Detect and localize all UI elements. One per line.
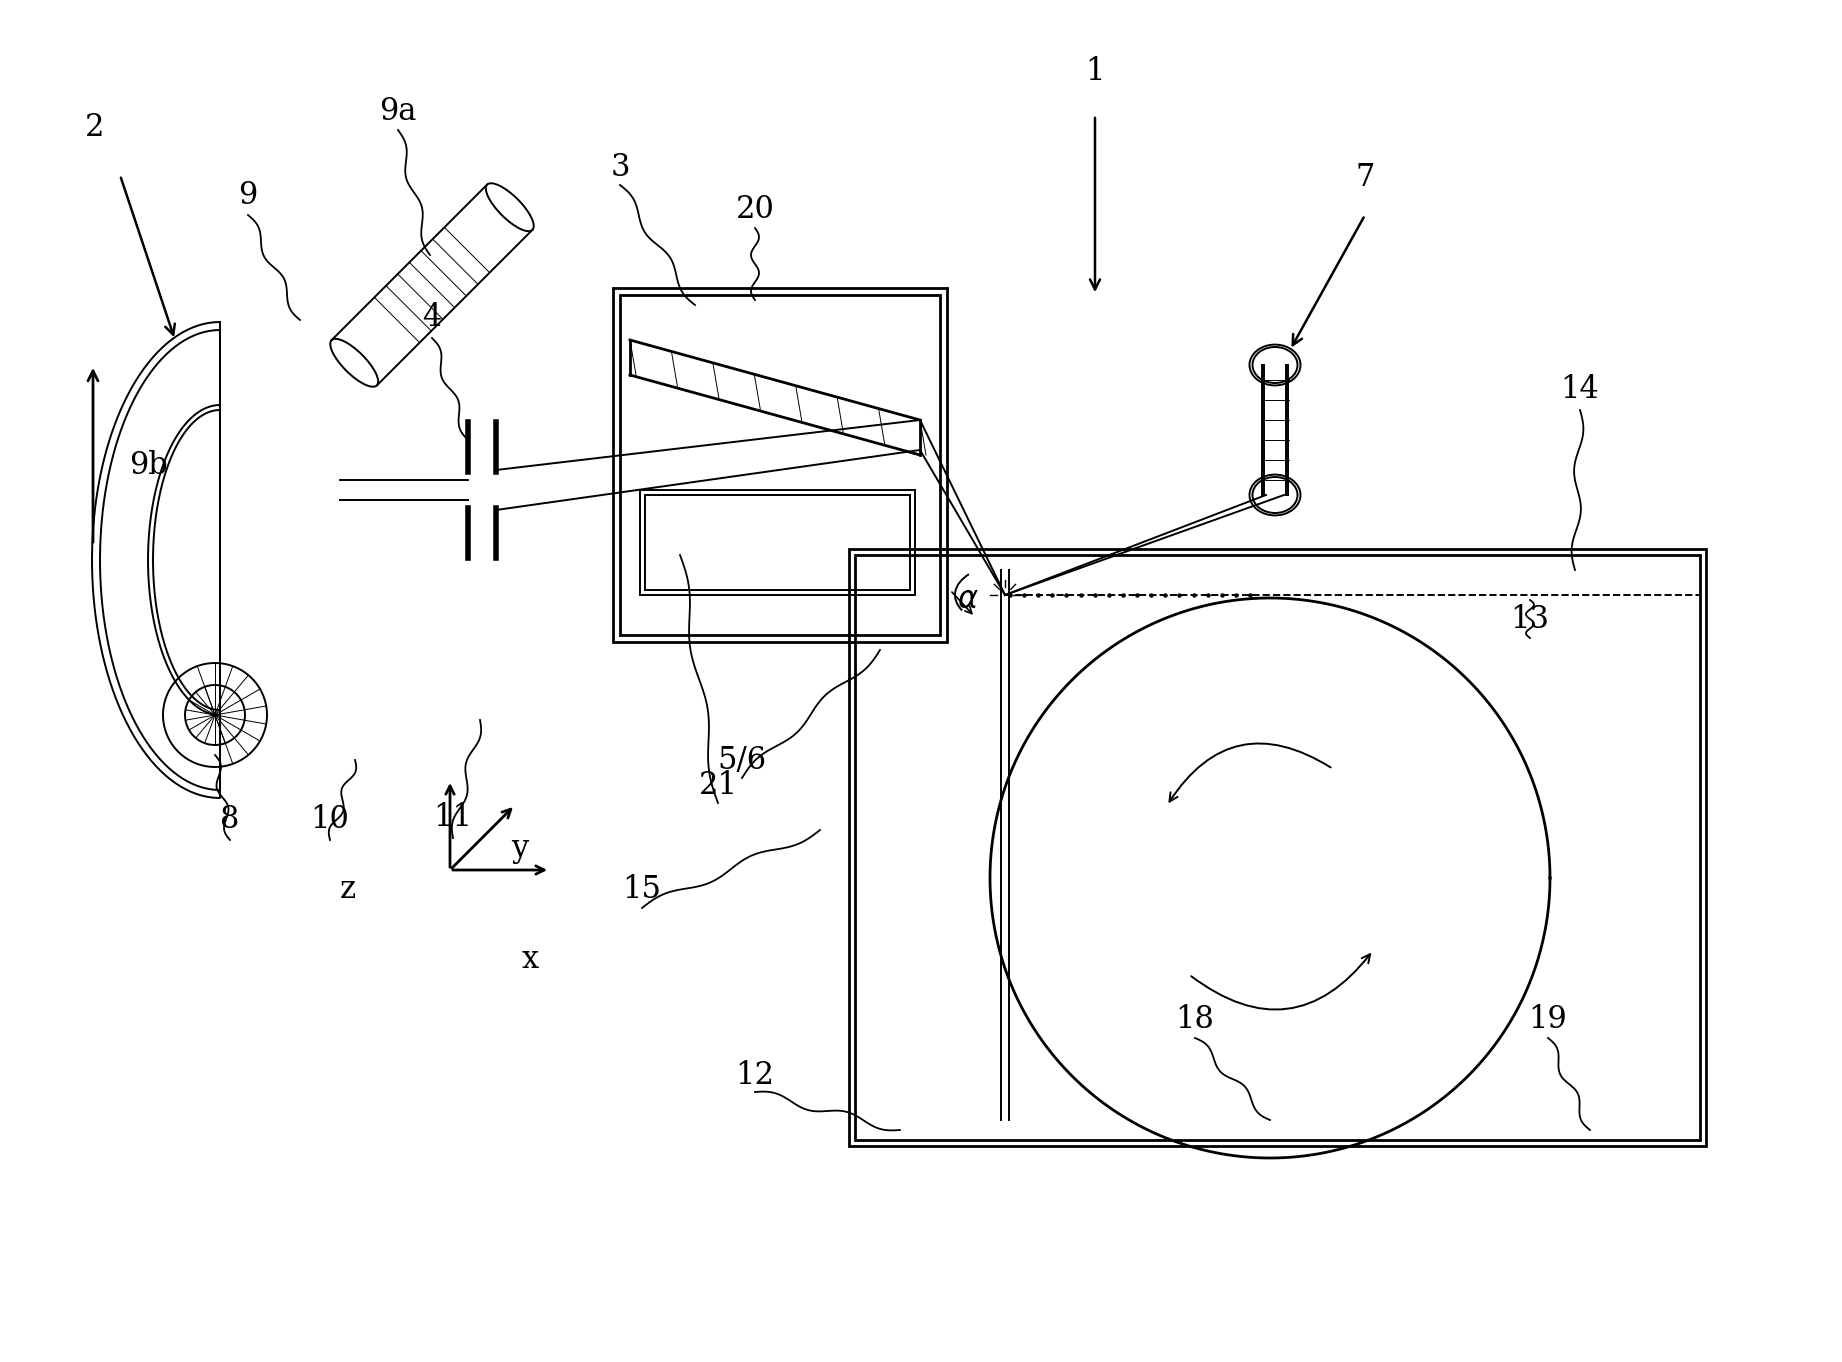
Text: 21: 21	[698, 770, 737, 801]
Text: 1: 1	[1085, 56, 1105, 87]
Text: 8: 8	[221, 805, 239, 835]
Text: 15: 15	[623, 874, 661, 906]
Text: 7: 7	[1356, 162, 1374, 193]
Text: 5/6: 5/6	[717, 745, 766, 775]
Text: 9a: 9a	[379, 97, 416, 128]
Text: 20: 20	[735, 195, 774, 226]
Text: 2: 2	[85, 113, 105, 143]
Text: y: y	[512, 832, 529, 864]
Text: 12: 12	[735, 1060, 774, 1091]
Text: 18: 18	[1175, 1005, 1214, 1035]
Text: 14: 14	[1560, 375, 1599, 406]
Text: 4: 4	[422, 302, 442, 334]
Text: $\alpha$: $\alpha$	[958, 584, 978, 616]
Text: z: z	[341, 874, 356, 906]
Text: 3: 3	[610, 153, 630, 184]
Text: 19: 19	[1529, 1005, 1568, 1035]
Text: 10: 10	[311, 805, 350, 835]
Text: x: x	[521, 944, 538, 975]
Text: 11: 11	[433, 802, 473, 834]
Text: 9: 9	[238, 180, 258, 211]
Text: 9b: 9b	[129, 449, 168, 481]
Text: 13: 13	[1510, 605, 1549, 636]
